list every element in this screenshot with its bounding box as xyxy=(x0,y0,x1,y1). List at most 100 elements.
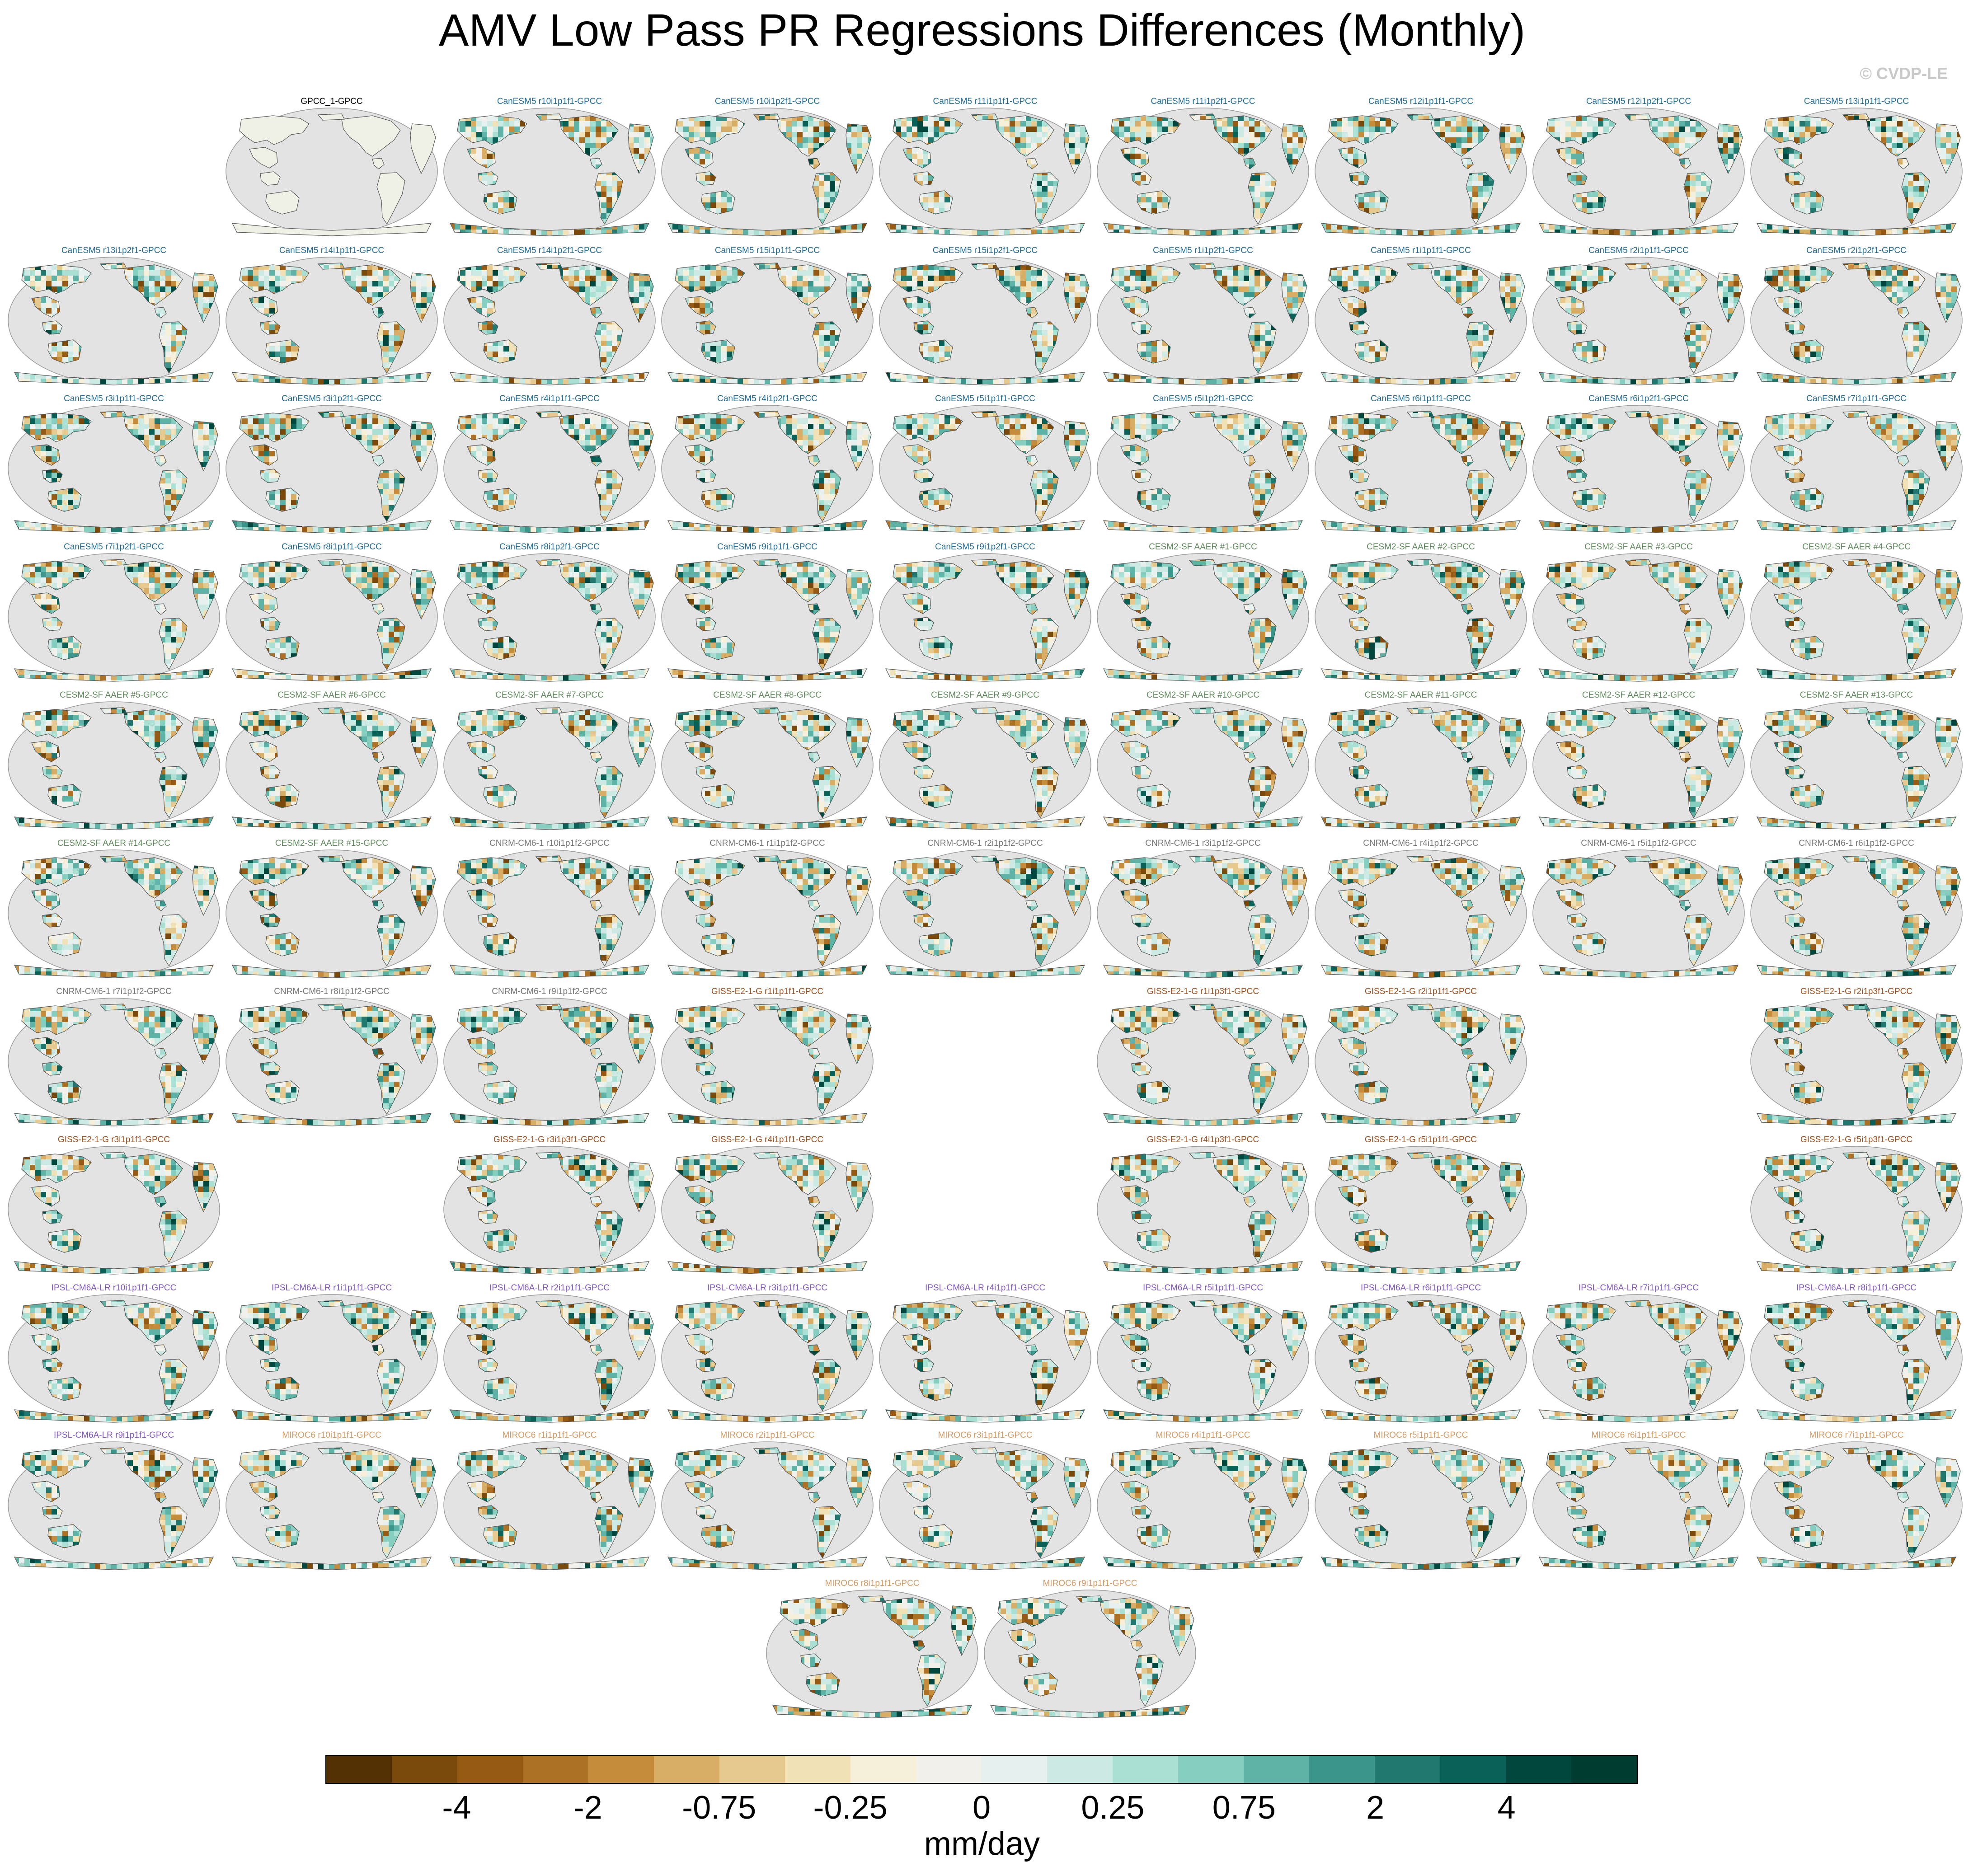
colorbar-swatch xyxy=(1440,1756,1506,1783)
world-map xyxy=(5,551,222,682)
map-panel: IPSL-CM6A-LR r8i1p1f1-GPCC xyxy=(1748,1281,1964,1426)
map-panel: CanESM5 r15i1p1f1-GPCC xyxy=(659,244,876,389)
world-map xyxy=(441,1292,658,1423)
colorbar-tick-label: 2 xyxy=(1366,1789,1384,1826)
colorbar-swatch xyxy=(457,1756,523,1783)
world-map xyxy=(223,848,440,979)
world-map xyxy=(1312,106,1529,237)
colorbar-swatch xyxy=(1309,1756,1375,1783)
map-panel: GISS-E2-1-G r4i1p1f1-GPCC xyxy=(659,1133,876,1278)
world-map xyxy=(877,106,1094,237)
colorbar-swatch xyxy=(916,1756,982,1783)
world-map xyxy=(5,1292,222,1423)
map-panel: CanESM5 r10i1p2f1-GPCC xyxy=(659,95,876,239)
map-panel: CanESM5 r8i1p1f1-GPCC xyxy=(223,540,440,685)
map-panel: IPSL-CM6A-LR r9i1p1f1-GPCC xyxy=(5,1429,222,1573)
world-map xyxy=(1095,106,1311,237)
map-panel: CanESM5 r9i1p1f1-GPCC xyxy=(659,540,876,685)
colorbar-swatch xyxy=(719,1756,785,1783)
world-map xyxy=(1095,403,1311,534)
map-panel: CanESM5 r15i1p2f1-GPCC xyxy=(877,244,1094,389)
world-map xyxy=(5,848,222,979)
map-panel: CESM2-SF AAER #7-GPCC xyxy=(441,689,658,833)
world-map xyxy=(1748,255,1964,386)
map-panel: CanESM5 r8i1p2f1-GPCC xyxy=(441,540,658,685)
map-panel: MIROC6 r9i1p1f1-GPCC xyxy=(982,1577,1198,1721)
world-map xyxy=(223,403,440,534)
world-map xyxy=(5,1144,222,1275)
map-panel: CanESM5 r5i1p1f1-GPCC xyxy=(877,392,1094,537)
map-panel: CanESM5 r3i1p2f1-GPCC xyxy=(223,392,440,537)
map-panel: MIROC6 r5i1p1f1-GPCC xyxy=(1312,1429,1529,1573)
map-panel: GISS-E2-1-G r1i1p3f1-GPCC xyxy=(1095,985,1311,1130)
world-map xyxy=(223,551,440,682)
map-panel: CanESM5 r11i1p2f1-GPCC xyxy=(1095,95,1311,239)
map-panel: CanESM5 r2i1p1f1-GPCC xyxy=(1530,244,1747,389)
map-panel: MIROC6 r10i1p1f1-GPCC xyxy=(223,1429,440,1573)
colorbar-swatch xyxy=(850,1756,916,1783)
colorbar-swatch xyxy=(1113,1756,1178,1783)
world-map xyxy=(659,699,876,830)
map-panel-grid: GPCC_1-GPCC CanESM5 r10i1p1f1-GPCC CanESM5… xyxy=(0,0,1964,1744)
map-panel: CanESM5 r12i1p1f1-GPCC xyxy=(1312,95,1529,239)
world-map xyxy=(1748,551,1964,682)
colorbar-tick-label: -4 xyxy=(442,1789,471,1826)
map-panel: CESM2-SF AAER #11-GPCC xyxy=(1312,689,1529,833)
world-map xyxy=(1530,848,1747,979)
world-map xyxy=(1530,403,1747,534)
map-panel: CESM2-SF AAER #1-GPCC xyxy=(1095,540,1311,685)
world-map xyxy=(223,106,440,237)
map-panel: GISS-E2-1-G r2i1p1f1-GPCC xyxy=(1312,985,1529,1130)
world-map xyxy=(1748,1144,1964,1275)
world-map xyxy=(5,403,222,534)
map-panel: CanESM5 r4i1p1f1-GPCC xyxy=(441,392,658,537)
world-map xyxy=(1095,1144,1311,1275)
map-panel: IPSL-CM6A-LR r10i1p1f1-GPCC xyxy=(5,1281,222,1426)
colorbar-tick-labels: -4 -2 -0.75 -0.25 0 0.25 0.75 2 4 xyxy=(325,1789,1638,1830)
map-panel: CanESM5 r14i1p1f1-GPCC xyxy=(223,244,440,389)
map-panel: IPSL-CM6A-LR r4i1p1f1-GPCC xyxy=(877,1281,1094,1426)
world-map xyxy=(1312,403,1529,534)
colorbar-tick-label: -2 xyxy=(573,1789,602,1826)
map-panel: GISS-E2-1-G r3i1p1f1-GPCC xyxy=(5,1133,222,1278)
map-panel: CESM2-SF AAER #12-GPCC xyxy=(1530,689,1747,833)
world-map xyxy=(1312,848,1529,979)
world-map xyxy=(1095,699,1311,830)
map-panel: CanESM5 r1i1p1f1-GPCC xyxy=(1312,244,1529,389)
map-panel: CanESM5 r4i1p2f1-GPCC xyxy=(659,392,876,537)
map-panel: CanESM5 r13i1p1f1-GPCC xyxy=(1748,95,1964,239)
world-map xyxy=(1530,551,1747,682)
map-panel: CanESM5 r12i1p2f1-GPCC xyxy=(1530,95,1747,239)
map-panel: MIROC6 r6i1p1f1-GPCC xyxy=(1530,1429,1747,1573)
world-map xyxy=(1095,996,1311,1127)
world-map xyxy=(659,403,876,534)
map-panel: CanESM5 r2i1p2f1-GPCC xyxy=(1748,244,1964,389)
map-panel: MIROC6 r1i1p1f1-GPCC xyxy=(441,1429,658,1573)
map-panel: CESM2-SF AAER #5-GPCC xyxy=(5,689,222,833)
world-map xyxy=(1312,1440,1529,1571)
world-map xyxy=(659,551,876,682)
map-panel: IPSL-CM6A-LR r3i1p1f1-GPCC xyxy=(659,1281,876,1426)
map-panel: IPSL-CM6A-LR r5i1p1f1-GPCC xyxy=(1095,1281,1311,1426)
world-map xyxy=(659,1440,876,1571)
world-map xyxy=(1312,255,1529,386)
world-map xyxy=(1530,1440,1747,1571)
world-map xyxy=(1312,1144,1529,1275)
world-map xyxy=(441,699,658,830)
world-map xyxy=(1312,996,1529,1127)
map-panel: CanESM5 r11i1p1f1-GPCC xyxy=(877,95,1094,239)
map-panel: CNRM-CM6-1 r5i1p1f2-GPCC xyxy=(1530,837,1747,981)
map-panel: CanESM5 r5i1p2f1-GPCC xyxy=(1095,392,1311,537)
colorbar-swatch xyxy=(1375,1756,1440,1783)
map-panel: CESM2-SF AAER #13-GPCC xyxy=(1748,689,1964,833)
colorbar-swatch xyxy=(785,1756,850,1783)
map-panel: CanESM5 r7i1p1f1-GPCC xyxy=(1748,392,1964,537)
map-panel: CNRM-CM6-1 r4i1p1f2-GPCC xyxy=(1312,837,1529,981)
world-map xyxy=(877,403,1094,534)
map-panel: IPSL-CM6A-LR r6i1p1f1-GPCC xyxy=(1312,1281,1529,1426)
map-panel: CNRM-CM6-1 r8i1p1f2-GPCC xyxy=(223,985,440,1130)
world-map xyxy=(1748,106,1964,237)
world-map xyxy=(1530,106,1747,237)
colorbar-swatch xyxy=(654,1756,719,1783)
colorbar-swatch xyxy=(392,1756,457,1783)
